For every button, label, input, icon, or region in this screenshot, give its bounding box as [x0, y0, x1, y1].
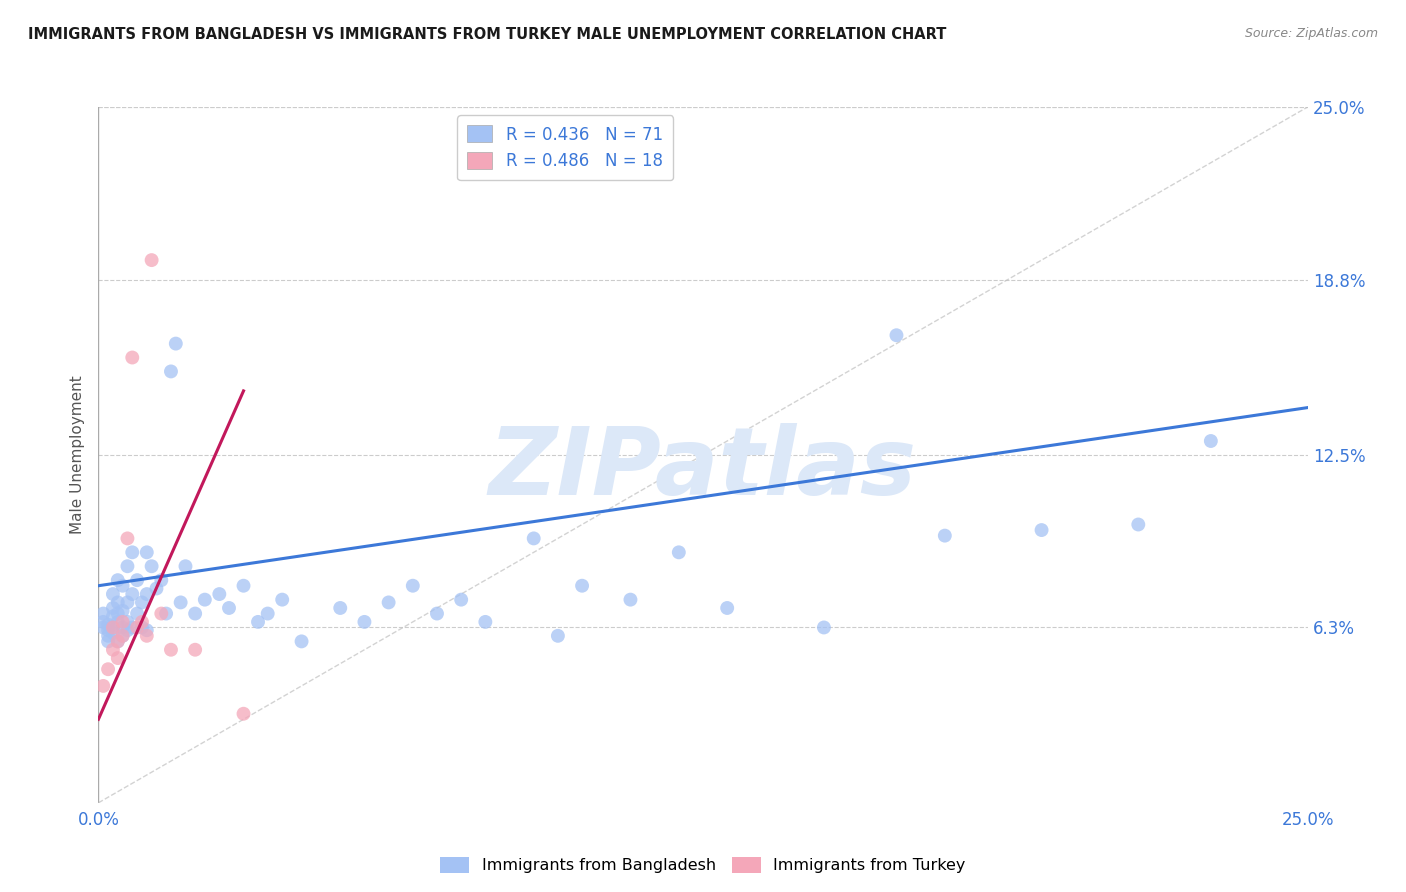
Point [101, 601, 124, 615]
Point [1199, 434, 1222, 448]
Point [127, 620, 149, 634]
Point [169, 595, 191, 609]
Point [101, 620, 124, 634]
Point [97, 629, 120, 643]
Point [121, 545, 143, 559]
Point [716, 601, 738, 615]
Point [1128, 517, 1150, 532]
Point [402, 579, 425, 593]
Point [111, 629, 134, 643]
Point [813, 620, 835, 634]
Point [271, 592, 294, 607]
Point [174, 559, 197, 574]
Point [523, 532, 546, 546]
Point [131, 615, 153, 629]
Point [194, 592, 217, 607]
Point [886, 328, 908, 343]
Point [97, 624, 120, 638]
Point [353, 615, 375, 629]
Point [232, 579, 254, 593]
Point [131, 620, 153, 634]
Point [121, 351, 143, 365]
Point [571, 579, 593, 593]
Point [934, 528, 956, 542]
Point [127, 607, 149, 621]
Point [101, 620, 124, 634]
Point [155, 607, 177, 621]
Point [377, 595, 399, 609]
Point [111, 615, 134, 629]
Y-axis label: Male Unemployment: Male Unemployment [69, 376, 84, 534]
Point [117, 532, 139, 546]
Point [91, 615, 114, 629]
Point [101, 609, 124, 624]
Point [121, 587, 143, 601]
Point [145, 582, 167, 596]
Point [111, 620, 134, 634]
Point [150, 573, 173, 587]
Point [117, 624, 139, 638]
Point [107, 651, 129, 665]
Point [208, 587, 231, 601]
Point [218, 601, 240, 615]
Point [127, 573, 149, 587]
Point [107, 595, 129, 609]
Point [135, 545, 157, 559]
Point [107, 634, 129, 648]
Point [111, 604, 134, 618]
Point [247, 615, 270, 629]
Point [290, 634, 312, 648]
Point [474, 615, 496, 629]
Text: Source: ZipAtlas.com: Source: ZipAtlas.com [1244, 27, 1378, 40]
Point [619, 592, 641, 607]
Point [91, 607, 114, 621]
Point [184, 642, 207, 657]
Point [165, 336, 187, 351]
Point [329, 601, 352, 615]
Point [107, 615, 129, 629]
Point [160, 642, 183, 657]
Point [141, 559, 163, 574]
Point [131, 595, 153, 609]
Point [141, 253, 163, 268]
Point [232, 706, 254, 721]
Point [97, 617, 120, 632]
Point [1031, 523, 1053, 537]
Point [121, 620, 143, 634]
Point [135, 629, 157, 643]
Point [117, 559, 139, 574]
Point [256, 607, 278, 621]
Point [91, 620, 114, 634]
Text: ZIPatlas: ZIPatlas [489, 423, 917, 515]
Point [450, 592, 472, 607]
Text: IMMIGRANTS FROM BANGLADESH VS IMMIGRANTS FROM TURKEY MALE UNEMPLOYMENT CORRELATI: IMMIGRANTS FROM BANGLADESH VS IMMIGRANTS… [28, 27, 946, 42]
Point [101, 642, 124, 657]
Point [150, 607, 173, 621]
Point [107, 607, 129, 621]
Point [97, 662, 120, 676]
Point [117, 615, 139, 629]
Legend: Immigrants from Bangladesh, Immigrants from Turkey: Immigrants from Bangladesh, Immigrants f… [434, 850, 972, 880]
Point [547, 629, 569, 643]
Point [135, 587, 157, 601]
Point [111, 579, 134, 593]
Point [101, 587, 124, 601]
Legend: R = 0.436   N = 71, R = 0.486   N = 18: R = 0.436 N = 71, R = 0.486 N = 18 [457, 115, 673, 180]
Point [91, 679, 114, 693]
Point [426, 607, 449, 621]
Point [107, 634, 129, 648]
Point [117, 595, 139, 609]
Point [97, 634, 120, 648]
Point [668, 545, 690, 559]
Point [101, 626, 124, 640]
Point [184, 607, 207, 621]
Point [160, 364, 183, 378]
Point [111, 629, 134, 643]
Point [135, 624, 157, 638]
Point [107, 573, 129, 587]
